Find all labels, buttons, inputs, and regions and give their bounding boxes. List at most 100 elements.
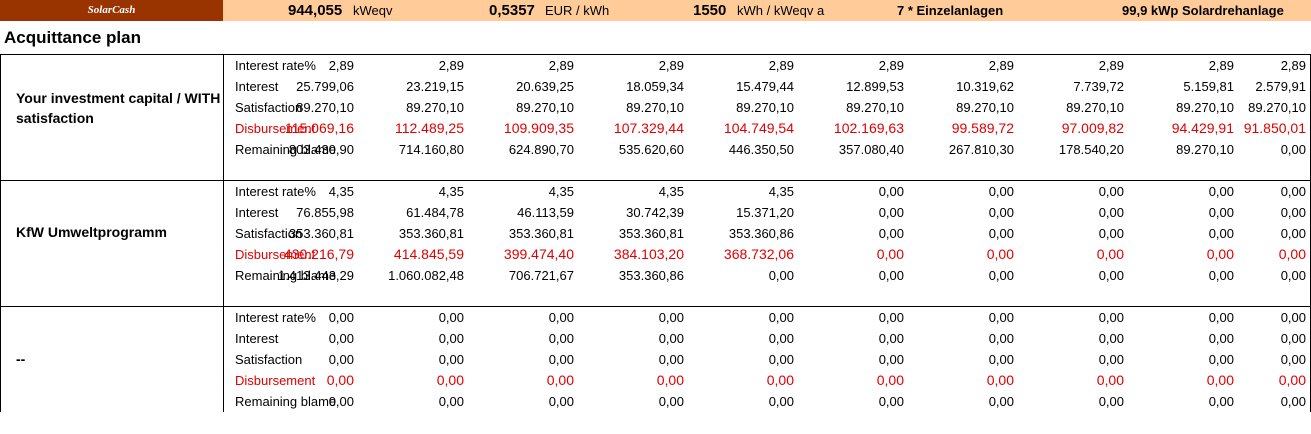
table-cell: 0,00	[548, 352, 574, 367]
table-cell: 15.479,44	[736, 79, 794, 94]
table-cell: 89.270,10	[846, 100, 904, 115]
table-cell: 803.430,90	[288, 142, 354, 157]
table-cell: 0,00	[768, 352, 794, 367]
table-cell: 115.069,16	[284, 120, 354, 136]
table-cell: 2,89	[658, 58, 684, 73]
energy-unit: kWeqv	[353, 3, 393, 18]
table-cell: 2,89	[768, 58, 794, 73]
row-label: Interest rate%	[235, 310, 316, 325]
table-cell: 414.845,59	[393, 246, 464, 262]
table-cell: 91.850,01	[1243, 120, 1306, 136]
table-cell: 0,00	[658, 331, 684, 346]
table-cell: 0,00	[878, 394, 904, 409]
table-cell: 104.749,54	[723, 120, 794, 136]
table-cell: 267.810,30	[948, 142, 1014, 157]
table-cell: 0,00	[878, 310, 904, 325]
price-unit: EUR / kWh	[545, 3, 610, 18]
table-cell: 61.484,78	[406, 205, 464, 220]
table-cell: 2,89	[438, 58, 464, 73]
row-label: Satisfaction	[235, 352, 303, 367]
table-cell: 0,00	[438, 352, 464, 367]
table-cell: 0,00	[1278, 246, 1306, 262]
table-cell: 0,00	[1280, 352, 1306, 367]
table-cell: 0,00	[1096, 372, 1124, 388]
table-cell: 0,00	[1208, 205, 1234, 220]
table-cell: 0,00	[548, 310, 574, 325]
row-label: Interest	[235, 79, 279, 94]
table-cell: 0,00	[878, 331, 904, 346]
table-cell: 2,89	[1208, 58, 1234, 73]
table-cell: 2,89	[548, 58, 574, 73]
section-label: --	[16, 351, 26, 367]
table-cell: 0,00	[876, 246, 904, 262]
brand-logo: SolarCash	[0, 0, 223, 21]
systems-count: 7 * Einzelanlagen	[897, 3, 1004, 18]
table-cell: 0,00	[878, 352, 904, 367]
table-cell: 30.742,39	[626, 205, 684, 220]
table-cell: 89.270,10	[626, 100, 684, 115]
section-label: Your investment capital / WITH satisfact…	[16, 90, 221, 126]
table-cell: 0,00	[326, 372, 354, 388]
table-cell: 23.219,15	[406, 79, 464, 94]
table-cell: 0,00	[438, 331, 464, 346]
row-label: Satisfaction	[235, 100, 303, 115]
table-cell: 0,00	[878, 226, 904, 241]
row-label: Remaining blame	[235, 142, 337, 157]
table-cell: 353.360,81	[508, 226, 574, 241]
table-cell: 107.329,44	[613, 120, 684, 136]
table-cell: 0,00	[1208, 226, 1234, 241]
table-cell: 2,89	[328, 58, 354, 73]
table-cell: 353.360,81	[288, 226, 354, 241]
table-cell: 368.732,06	[723, 246, 794, 262]
table-cell: 0,00	[1206, 372, 1234, 388]
table-cell: 0,00	[1098, 184, 1124, 199]
table-cell: 97.009,82	[1061, 120, 1124, 136]
table-cell: 706.721,67	[508, 268, 574, 283]
table-cell: 0,00	[988, 184, 1014, 199]
table-cell: 0,00	[1280, 310, 1306, 325]
table-cell: 0,00	[1098, 352, 1124, 367]
section-1: Your investment capital / WITH satisfact…	[0, 56, 1311, 182]
table-cell: 1.413.443,29	[278, 268, 354, 283]
table-cell: 0,00	[1098, 310, 1124, 325]
table-cell: 89.270,10	[296, 100, 354, 115]
table-cell: 12.899,53	[846, 79, 904, 94]
yield-unit: kWh / kWeqv a	[737, 3, 825, 18]
table-cell: 0,00	[548, 331, 574, 346]
table-cell: 0,00	[546, 372, 574, 388]
row-label: Remaining blame	[235, 394, 337, 409]
table-cell: 0,00	[658, 394, 684, 409]
table-cell: 0,00	[1280, 394, 1306, 409]
table-cell: 0,00	[1280, 184, 1306, 199]
table-cell: 0,00	[1280, 331, 1306, 346]
table-cell: 0,00	[1098, 331, 1124, 346]
row-label: Interest	[235, 331, 279, 346]
table-cell: 25.799,06	[296, 79, 354, 94]
table-cell: 0,00	[988, 394, 1014, 409]
table-cell: 0,00	[1208, 310, 1234, 325]
table-cell: 0,00	[1280, 226, 1306, 241]
section-3: -- Interest rate% 0,00 0,00 0,00 0,00 0,00 0,00…	[0, 308, 1311, 434]
table-cell: 2,89	[1098, 58, 1124, 73]
table-cell: 0,00	[1208, 331, 1234, 346]
table-cell: 20.639,25	[516, 79, 574, 94]
table-cell: 76.855,98	[296, 205, 354, 220]
table-cell: 0,00	[766, 372, 794, 388]
table-cell: 0,00	[436, 372, 464, 388]
table-cell: 0,00	[876, 372, 904, 388]
row-label: Interest	[235, 205, 279, 220]
table-cell: 353.360,86	[728, 226, 794, 241]
row-label: Disbursement	[235, 247, 316, 262]
table-cell: 0,00	[1096, 246, 1124, 262]
divider	[0, 306, 1311, 307]
table-cell: 0,00	[328, 310, 354, 325]
table-cell: 0,00	[658, 352, 684, 367]
table-cell: 4,35	[328, 184, 354, 199]
table-cell: 0,00	[1280, 205, 1306, 220]
plant-description: 99,9 kWp Solardrehanlage	[1122, 3, 1284, 18]
table-cell: 1.060.082,48	[388, 268, 464, 283]
table-cell: 0,00	[768, 268, 794, 283]
table-cell: 10.319,62	[956, 79, 1014, 94]
table-cell: 0,00	[1208, 394, 1234, 409]
table-cell: 89.270,10	[406, 100, 464, 115]
